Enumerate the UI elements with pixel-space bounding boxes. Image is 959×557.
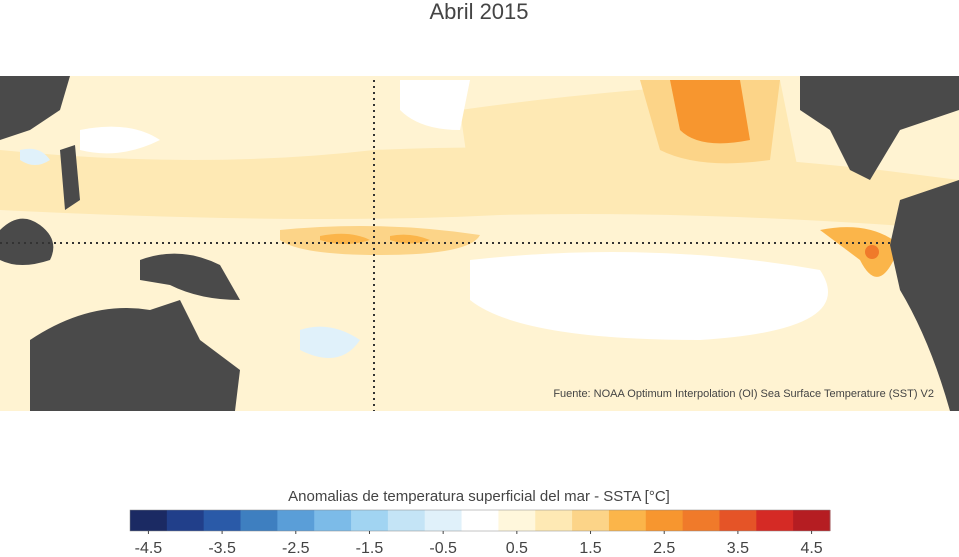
colorbar-swatch (277, 510, 315, 531)
source-note: Fuente: NOAA Optimum Interpolation (OI) … (553, 388, 934, 400)
map-title: Abril 2015 (429, 0, 528, 24)
colorbar-swatch (719, 510, 757, 531)
colorbar-swatch (351, 510, 389, 531)
colorbar-tick-label: 2.5 (653, 540, 675, 557)
colorbar-label: Anomalias de temperatura superficial del… (288, 488, 670, 505)
colorbar: -4.5 -3.5 -2.5 -1.5 -0.5 0.5 1.5 2.5 3.5 4.5 (129, 509, 831, 557)
colorbar-swatch (424, 510, 463, 531)
map (0, 76, 959, 411)
colorbar-swatch (166, 510, 205, 531)
colorbar-swatch (387, 510, 426, 531)
colorbar-swatch (793, 510, 831, 531)
colorbar-swatch (645, 510, 684, 531)
colorbar-swatch (535, 510, 573, 531)
colorbar-frame (129, 509, 831, 532)
colorbar-tick-label: 4.5 (800, 540, 822, 557)
colorbar-tick-label: -0.5 (429, 540, 457, 557)
colorbar-tick-label: -4.5 (135, 540, 163, 557)
colorbar-tick-label: -3.5 (208, 540, 236, 557)
colorbar-swatch (240, 510, 278, 531)
colorbar-swatch (572, 510, 610, 531)
colorbar-swatch (461, 510, 499, 531)
colorbar-tick-label: 1.5 (579, 540, 601, 557)
colorbar-swatch (498, 510, 536, 531)
colorbar-tick-label: -1.5 (356, 540, 384, 557)
colorbar-swatch (682, 510, 720, 531)
colorbar-swatch (314, 510, 352, 531)
colorbar-swatch (608, 510, 647, 531)
colorbar-tick-label: -2.5 (282, 540, 310, 557)
colorbar-swatch (203, 510, 242, 531)
colorbar-tick-label: 3.5 (727, 540, 749, 557)
colorbar-swatch (756, 510, 794, 531)
colorbar-swatch (130, 510, 168, 531)
colorbar-tick-label: 0.5 (506, 540, 528, 557)
